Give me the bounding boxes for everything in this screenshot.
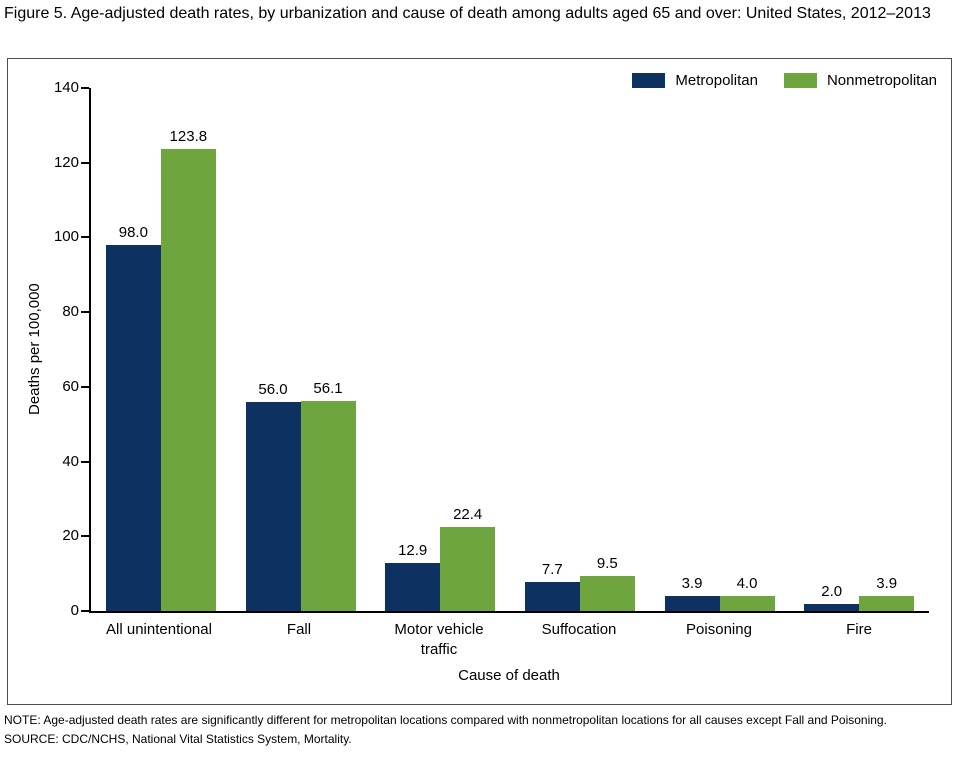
bar-nonmetropolitan-3: 9.5	[579, 555, 635, 611]
bar-group: 12.9 22.4	[370, 88, 510, 611]
bar-metropolitan-2: 12.9	[385, 542, 441, 611]
bars-row: 98.0 123.8 56.0 56.1 12.9 22.4 7.7 9.5 3.9 4.0 2.0…	[91, 88, 929, 611]
bar-value-label: 12.9	[398, 541, 428, 559]
bar-nonmetropolitan-5: 3.9	[859, 575, 915, 611]
bar-metropolitan-1: 56.0	[245, 381, 301, 611]
legend: Metropolitan Nonmetropolitan	[632, 72, 937, 89]
y-tick-label: 40	[62, 452, 79, 470]
bar-group: 7.7 9.5	[510, 88, 650, 611]
y-tick-mark	[81, 460, 89, 463]
bar-value-label: 56.0	[258, 380, 288, 398]
bar-nonmetropolitan-4: 4.0	[719, 575, 775, 611]
category-label: Poisoning	[686, 621, 752, 638]
y-tick-label: 60	[62, 377, 79, 395]
category-label: Fire	[846, 621, 872, 638]
category-labels-row: All unintentional Fall Motor vehicle traff…	[89, 620, 929, 660]
source-text: SOURCE: CDC/NCHS, National Vital Statist…	[4, 731, 352, 746]
y-tick-label: 20	[62, 527, 79, 545]
y-tick-label: 80	[62, 303, 79, 321]
figure-title: Figure 5. Age-adjusted death rates, by u…	[4, 5, 931, 22]
bar-value-label: 3.9	[876, 575, 898, 593]
bar-metropolitan-0: 98.0	[105, 224, 161, 611]
bar-group: 3.9 4.0	[650, 88, 790, 611]
bar-value-label: 56.1	[313, 380, 343, 398]
legend-label: Nonmetropolitan	[826, 72, 937, 89]
y-tick-mark	[81, 87, 89, 89]
bar-value-label: 9.5	[596, 554, 618, 572]
legend-item-metropolitan: Metropolitan	[632, 72, 758, 89]
bar-nonmetropolitan-0: 123.8	[160, 128, 216, 611]
y-tick-mark	[81, 311, 89, 314]
bar-value-label: 22.4	[453, 506, 483, 524]
bar-value-label: 2.0	[821, 582, 843, 600]
y-tick-mark	[81, 236, 89, 239]
y-tick-mark	[81, 610, 89, 612]
bar-nonmetropolitan-1: 56.1	[300, 380, 356, 611]
y-tick-mark	[81, 385, 89, 388]
metropolitan-swatch-icon	[632, 73, 666, 88]
bar-metropolitan-4: 3.9	[664, 575, 720, 611]
bar-group: 98.0 123.8	[91, 88, 231, 611]
bar-metropolitan-3: 7.7	[524, 561, 580, 611]
bar-value-label: 123.8	[169, 127, 208, 145]
category-label: Suffocation	[541, 621, 617, 638]
category-label: Fall	[286, 621, 312, 638]
bar-value-label: 4.0	[736, 575, 758, 593]
x-axis-title: Cause of death	[458, 667, 560, 684]
bar-metropolitan-5: 2.0	[804, 583, 860, 611]
legend-label: Metropolitan	[675, 72, 758, 89]
y-tick-label: 120	[53, 153, 79, 171]
bar-value-label: 98.0	[118, 223, 148, 241]
nonmetropolitan-swatch-icon	[783, 73, 817, 88]
category-label: All unintentional	[106, 621, 212, 638]
category-label: Motor vehicle traffic	[394, 621, 484, 658]
bar-group: 56.0 56.1	[231, 88, 371, 611]
y-tick-label: 0	[70, 602, 79, 619]
y-tick-label: 100	[53, 228, 79, 246]
legend-item-nonmetropolitan: Nonmetropolitan	[783, 72, 937, 89]
y-tick-mark	[81, 161, 89, 164]
chart-box: Metropolitan Nonmetropolitan Deaths per …	[7, 58, 952, 705]
y-tick-mark	[81, 535, 89, 538]
note-text: NOTE: Age-adjusted death rates are signi…	[4, 713, 887, 727]
bar-value-label: 3.9	[681, 575, 703, 593]
footnotes: NOTE: Age-adjusted death rates are signi…	[4, 711, 952, 748]
bar-group: 2.0 3.9	[789, 88, 929, 611]
y-tick-label: 140	[53, 79, 79, 96]
plot-area: 98.0 123.8 56.0 56.1 12.9 22.4 7.7 9.5 3.9 4.0 2.0…	[54, 79, 929, 619]
bar-nonmetropolitan-2: 22.4	[440, 506, 496, 611]
bar-value-label: 7.7	[541, 561, 563, 579]
